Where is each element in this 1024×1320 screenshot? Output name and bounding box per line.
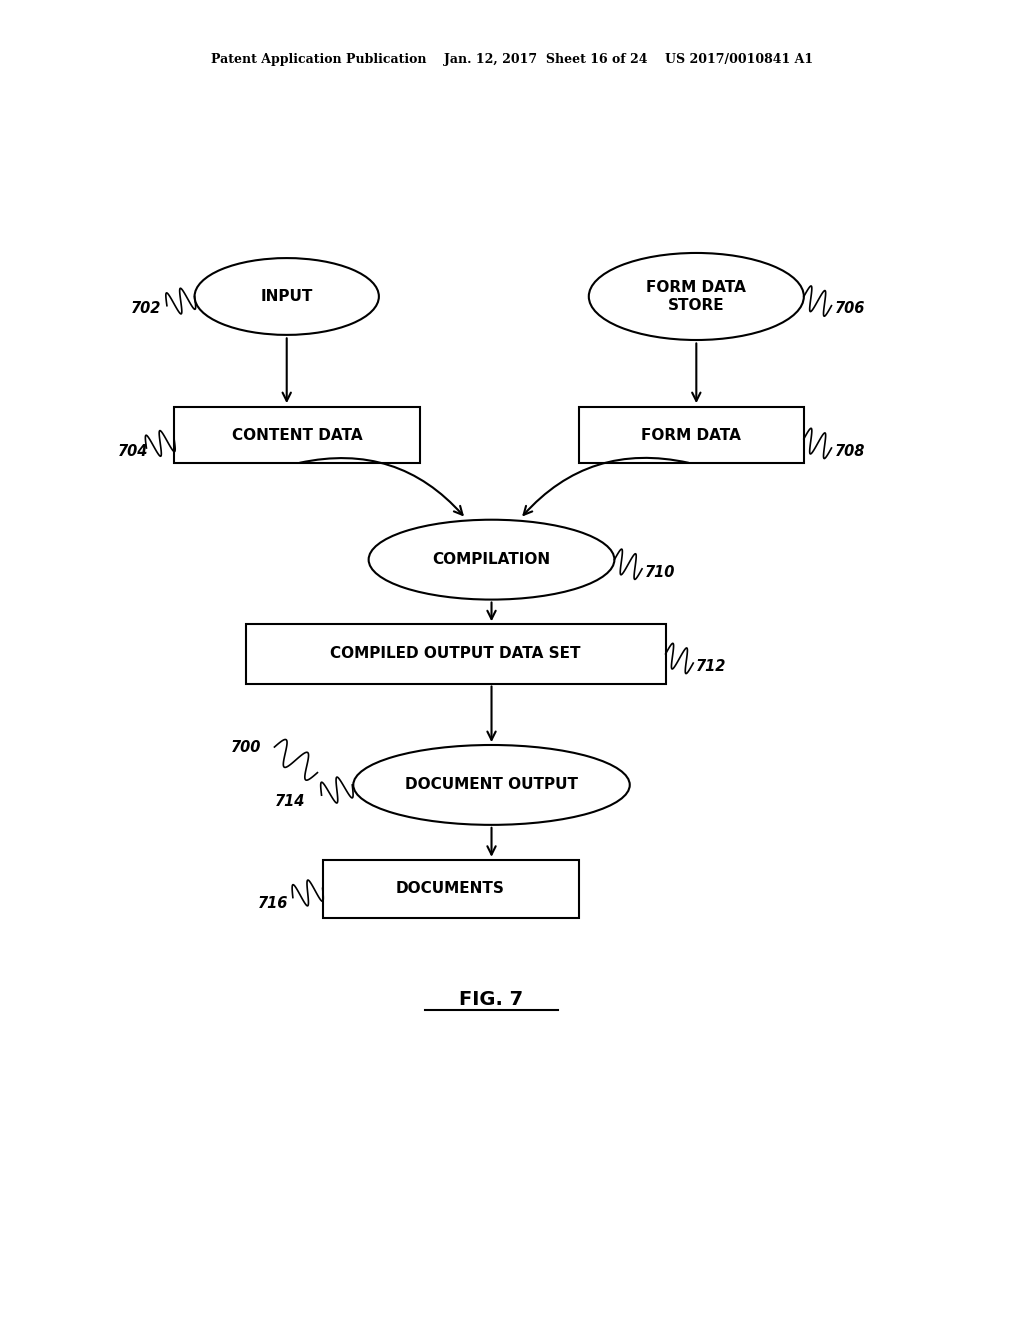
Text: 712: 712 (696, 659, 727, 673)
Text: FORM DATA
STORE: FORM DATA STORE (646, 280, 746, 313)
Text: 704: 704 (118, 444, 148, 458)
Text: Patent Application Publication    Jan. 12, 2017  Sheet 16 of 24    US 2017/00108: Patent Application Publication Jan. 12, … (211, 53, 813, 66)
Text: COMPILATION: COMPILATION (432, 552, 551, 568)
Text: 706: 706 (835, 301, 865, 317)
Text: 716: 716 (258, 896, 289, 911)
Text: 714: 714 (274, 793, 305, 809)
Text: 710: 710 (645, 565, 676, 581)
Text: 708: 708 (835, 444, 865, 458)
Text: DOCUMENT OUTPUT: DOCUMENT OUTPUT (406, 777, 578, 792)
Text: INPUT: INPUT (260, 289, 313, 304)
Text: COMPILED OUTPUT DATA SET: COMPILED OUTPUT DATA SET (331, 647, 581, 661)
Text: DOCUMENTS: DOCUMENTS (396, 880, 505, 896)
Text: FIG. 7: FIG. 7 (460, 990, 523, 1010)
Text: 702: 702 (131, 301, 162, 317)
Text: 700: 700 (230, 739, 261, 755)
Text: FORM DATA: FORM DATA (641, 428, 741, 442)
Text: CONTENT DATA: CONTENT DATA (231, 428, 362, 442)
